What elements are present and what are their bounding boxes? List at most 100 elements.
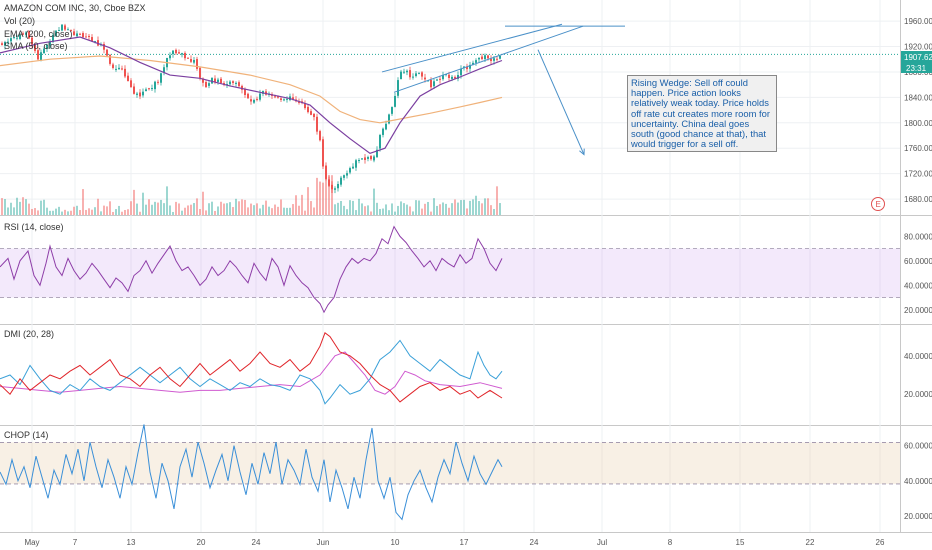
candle-body: [334, 188, 336, 190]
candle-body: [481, 56, 483, 60]
volume-bar: [118, 205, 120, 215]
candle-body: [343, 175, 345, 178]
volume-bar: [319, 181, 321, 215]
candle-body: [409, 70, 411, 78]
drawing-tools[interactable]: [381, 23, 625, 156]
volume-bar: [391, 203, 393, 215]
candle-body: [298, 101, 300, 103]
volume-bar: [313, 207, 315, 215]
annotation-callout[interactable]: Rising Wedge: Sell off could happen. Pri…: [627, 75, 777, 153]
candle-body: [58, 30, 60, 32]
volume-bar: [169, 205, 171, 215]
volume-bar: [67, 211, 69, 215]
candle-body: [148, 88, 150, 90]
volume-bar: [184, 207, 186, 215]
volume-bar: [289, 207, 291, 215]
rsi-band: [0, 248, 900, 298]
legend-chop[interactable]: CHOP (14): [4, 430, 48, 440]
volume-bar: [364, 206, 366, 215]
candle-body: [388, 114, 390, 124]
volume-bar: [385, 204, 387, 215]
earnings-marker[interactable]: [871, 197, 885, 211]
chop-tick-label: 20.0000: [904, 512, 932, 521]
candle-body: [382, 128, 384, 135]
volume-bar: [193, 203, 195, 215]
volume-bar: [19, 201, 21, 215]
volume-bar: [187, 205, 189, 215]
volume-bar: [121, 211, 123, 215]
legend-dmi[interactable]: DMI (20, 28): [4, 329, 54, 339]
candle-body: [319, 131, 321, 141]
candle-body: [178, 52, 180, 54]
volume-bar: [307, 187, 309, 215]
volume-bar: [61, 211, 63, 215]
legend-volume[interactable]: Vol (20): [4, 16, 35, 26]
candle-body: [214, 78, 216, 82]
earnings-marker-label: E: [876, 200, 881, 209]
candle-body: [199, 67, 201, 78]
rsi-tick-label: 80.0000: [904, 232, 932, 241]
volume-bar: [64, 209, 66, 215]
candle-body: [82, 33, 84, 38]
legend-ema[interactable]: EMA (200, close): [4, 29, 73, 39]
volume-bar: [52, 210, 54, 215]
volume-bar: [97, 198, 99, 215]
x-tick-label: 20: [197, 538, 206, 547]
candle-body: [196, 59, 198, 69]
candle-body: [25, 32, 27, 35]
volume-bar: [244, 199, 246, 215]
candle-body: [67, 29, 69, 31]
candle-body: [406, 70, 408, 73]
dmi-tick-label: 20.0000: [904, 390, 932, 399]
volume-bar: [100, 211, 102, 215]
legend-sma[interactable]: SMA (50, close): [4, 41, 68, 51]
volume-bar: [358, 198, 360, 215]
volume-bars: [1, 173, 501, 215]
candle-body: [121, 68, 123, 70]
volume-bar: [475, 195, 477, 215]
candle-body: [31, 37, 33, 45]
candle-body: [355, 160, 357, 168]
volume-bar: [445, 203, 447, 215]
volume-bar: [451, 203, 453, 215]
candle-body: [277, 95, 279, 98]
candle-body: [259, 93, 261, 100]
volume-bar: [463, 199, 465, 215]
dmi-tick-label: 40.0000: [904, 352, 932, 361]
volume-bar: [439, 204, 441, 215]
volume-bar: [88, 208, 90, 215]
volume-bar: [268, 206, 270, 215]
symbol-title[interactable]: AMAZON COM INC, 30, Cboe BZX: [4, 3, 146, 13]
volume-bar: [277, 206, 279, 215]
volume-bar: [160, 199, 162, 215]
volume-bar: [229, 202, 231, 215]
minus-di-line: [0, 331, 503, 403]
axis-labels: May 7 13 20 24 Jun 10 17 24 Jul 8 15 22 26 1960.00 1920…: [24, 17, 932, 547]
volume-bar: [259, 208, 261, 215]
candle-body: [154, 81, 156, 90]
candle-body: [52, 35, 54, 42]
volume-bar: [418, 200, 420, 215]
candle-body: [235, 82, 237, 84]
volume-bar: [271, 208, 273, 215]
volume-bar: [190, 204, 192, 215]
volume-bar: [76, 205, 78, 215]
candle-body: [163, 67, 165, 73]
candle-body: [7, 41, 9, 43]
candle-body: [205, 82, 207, 88]
volume-bar: [460, 200, 462, 215]
candle-body: [400, 71, 402, 80]
volume-bar: [163, 203, 165, 215]
legend-rsi[interactable]: RSI (14, close): [4, 222, 64, 232]
candle-body: [316, 116, 318, 132]
candle-body: [313, 113, 315, 118]
volume-bar: [115, 209, 117, 215]
candle-body: [106, 49, 108, 56]
x-tick-label: 24: [252, 538, 261, 547]
volume-bar: [205, 210, 207, 215]
volume-bar: [154, 201, 156, 215]
volume-bar: [493, 209, 495, 215]
volume-bar: [103, 205, 105, 215]
candle-body: [115, 68, 117, 70]
